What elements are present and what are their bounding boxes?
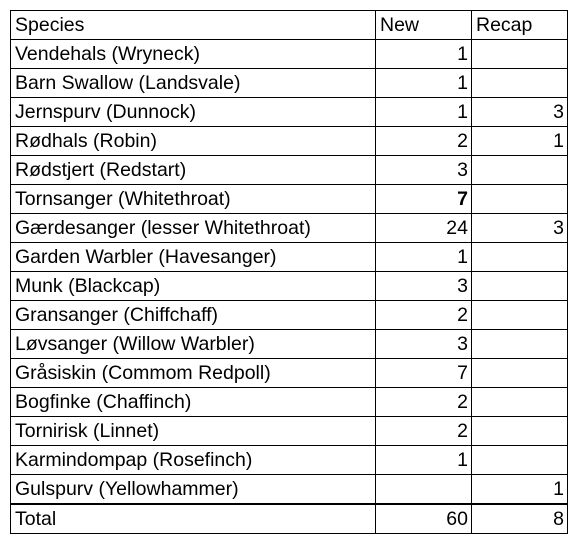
new-count-cell[interactable]: 2 <box>375 416 472 446</box>
total-label-cell[interactable]: Total <box>10 503 376 534</box>
recap-count-cell[interactable] <box>471 416 568 446</box>
species-cell[interactable]: Tornsanger (Whitethroat) <box>10 184 376 214</box>
new-count-cell[interactable]: 1 <box>375 39 472 69</box>
new-count-cell[interactable]: 7 <box>375 358 472 388</box>
table-row: Tornsanger (Whitethroat) 7 <box>10 184 568 214</box>
species-cell[interactable]: Jernspurv (Dunnock) <box>10 97 376 127</box>
header-row: Species New Recap <box>10 10 568 40</box>
new-count-cell[interactable]: 2 <box>375 126 472 156</box>
new-count-cell[interactable]: 3 <box>375 155 472 185</box>
new-count-cell[interactable]: 24 <box>375 213 472 243</box>
new-count-cell[interactable]: 2 <box>375 300 472 330</box>
recap-count-cell[interactable] <box>471 184 568 214</box>
table-row: Vendehals (Wryneck) 1 <box>10 39 568 69</box>
species-cell[interactable]: Garden Warbler (Havesanger) <box>10 242 376 272</box>
recap-column-header[interactable]: Recap <box>471 10 568 40</box>
new-count-cell[interactable]: 2 <box>375 387 472 417</box>
table-row: Karmindompap (Rosefinch) 1 <box>10 445 568 475</box>
new-count-cell[interactable]: 3 <box>375 271 472 301</box>
recap-count-cell[interactable] <box>471 68 568 98</box>
table-row: Munk (Blackcap) 3 <box>10 271 568 301</box>
recap-count-cell[interactable]: 3 <box>471 213 568 243</box>
recap-count-cell[interactable] <box>471 155 568 185</box>
table-row: Tornirisk (Linnet) 2 <box>10 416 568 446</box>
species-cell[interactable]: Gærdesanger (lesser Whitethroat) <box>10 213 376 243</box>
recap-count-cell[interactable] <box>471 242 568 272</box>
new-count-cell[interactable]: 1 <box>375 445 472 475</box>
species-table: Species New Recap Vendehals (Wryneck) 1 Ba… <box>10 10 568 534</box>
new-count-cell[interactable]: 3 <box>375 329 472 359</box>
recap-count-cell[interactable]: 1 <box>471 126 568 156</box>
recap-count-cell[interactable] <box>471 329 568 359</box>
species-cell[interactable]: Vendehals (Wryneck) <box>10 39 376 69</box>
recap-count-cell[interactable] <box>471 300 568 330</box>
new-count-cell[interactable] <box>375 474 472 505</box>
recap-count-cell[interactable]: 3 <box>471 97 568 127</box>
species-cell[interactable]: Bogfinke (Chaffinch) <box>10 387 376 417</box>
recap-count-cell[interactable] <box>471 445 568 475</box>
new-column-header[interactable]: New <box>375 10 472 40</box>
species-column-header[interactable]: Species <box>10 10 376 40</box>
table-row: Rødhals (Robin) 2 1 <box>10 126 568 156</box>
table-row: Jernspurv (Dunnock) 1 3 <box>10 97 568 127</box>
table-row: Barn Swallow (Landsvale) 1 <box>10 68 568 98</box>
table-row: Garden Warbler (Havesanger) 1 <box>10 242 568 272</box>
species-cell[interactable]: Tornirisk (Linnet) <box>10 416 376 446</box>
recap-count-cell[interactable] <box>471 358 568 388</box>
table-row: Gransanger (Chiffchaff) 2 <box>10 300 568 330</box>
species-cell[interactable]: Gulspurv (Yellowhammer) <box>10 474 376 505</box>
species-cell[interactable]: Munk (Blackcap) <box>10 271 376 301</box>
table-row: Bogfinke (Chaffinch) 2 <box>10 387 568 417</box>
species-cell[interactable]: Løvsanger (Willow Warbler) <box>10 329 376 359</box>
total-row: Total 60 8 <box>10 503 568 534</box>
total-recap-cell[interactable]: 8 <box>471 503 568 534</box>
species-cell[interactable]: Rødstjert (Redstart) <box>10 155 376 185</box>
species-cell[interactable]: Gransanger (Chiffchaff) <box>10 300 376 330</box>
recap-count-cell[interactable]: 1 <box>471 474 568 505</box>
table-row: Løvsanger (Willow Warbler) 3 <box>10 329 568 359</box>
species-cell[interactable]: Karmindompap (Rosefinch) <box>10 445 376 475</box>
new-count-cell[interactable]: 1 <box>375 68 472 98</box>
total-new-cell[interactable]: 60 <box>375 503 472 534</box>
recap-count-cell[interactable] <box>471 39 568 69</box>
recap-count-cell[interactable] <box>471 387 568 417</box>
table-row: Gulspurv (Yellowhammer) 1 <box>10 474 568 505</box>
species-cell[interactable]: Barn Swallow (Landsvale) <box>10 68 376 98</box>
table-row: Rødstjert (Redstart) 3 <box>10 155 568 185</box>
table-row: Gærdesanger (lesser Whitethroat) 24 3 <box>10 213 568 243</box>
species-cell[interactable]: Rødhals (Robin) <box>10 126 376 156</box>
new-count-cell[interactable]: 7 <box>375 184 472 214</box>
new-count-cell[interactable]: 1 <box>375 242 472 272</box>
table-row: Gråsiskin (Commom Redpoll) 7 <box>10 358 568 388</box>
recap-count-cell[interactable] <box>471 271 568 301</box>
species-cell[interactable]: Gråsiskin (Commom Redpoll) <box>10 358 376 388</box>
new-count-cell[interactable]: 1 <box>375 97 472 127</box>
